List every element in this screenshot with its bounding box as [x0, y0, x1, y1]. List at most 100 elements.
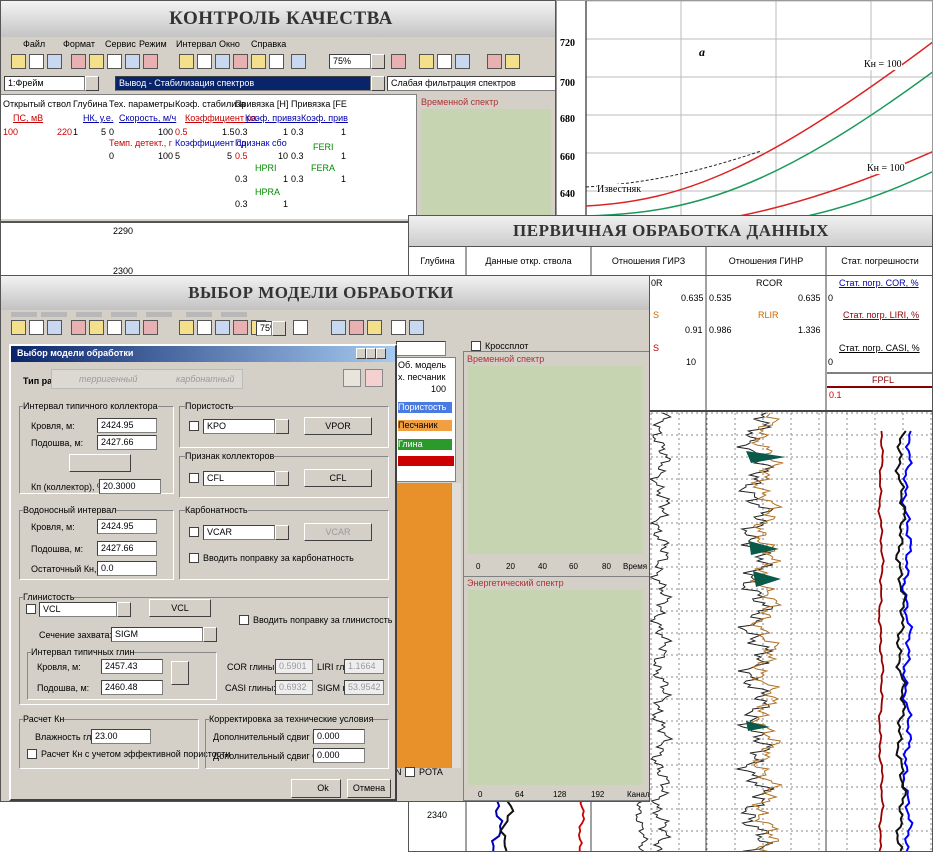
combo-box[interactable]: VCL: [39, 602, 117, 617]
input-field[interactable]: 0.5901: [275, 659, 313, 674]
input-field[interactable]: Об. модель: [396, 341, 446, 356]
field-label: Дополнительный сдвиг CASI:: [213, 751, 336, 761]
checkbox-label[interactable]: Кроссплот: [485, 341, 529, 351]
group-title: Водоносный интервал: [23, 505, 117, 516]
field-label: Дополнительный сдвиг LIRI:: [213, 732, 332, 742]
group-box: [179, 406, 389, 448]
group-title: Карбонатность: [185, 505, 248, 516]
menu-item[interactable]: Файл: [23, 39, 46, 49]
dialog-title: Выбор модели обработки: [17, 348, 134, 358]
combo-box[interactable]: 75%: [329, 54, 371, 69]
log-curve: [736, 412, 775, 851]
panel-title: Временной спектр: [421, 97, 499, 107]
table-cell: 1: [283, 174, 289, 184]
header-row: [409, 246, 932, 276]
combo-arrow: [203, 627, 217, 642]
checkbox-label[interactable]: Вводить поправку за карбонатность: [203, 553, 354, 563]
spectrum-plot: [468, 590, 643, 785]
combo-box[interactable]: 75%: [256, 321, 272, 336]
model-selection-window: ВЫБОР МОДЕЛИ ОБРАБОТКИ 75% Об. модель Кросс…: [0, 275, 650, 802]
input-field[interactable]: 20.3000: [99, 479, 161, 494]
combo-box[interactable]: Вывод - Стабилизация спектров: [115, 76, 371, 91]
toolbar-icon: [391, 54, 406, 69]
button[interactable]: Ok: [291, 779, 341, 798]
combo-box[interactable]: SIGM: [111, 627, 203, 642]
field-label: Влажность глин, %:: [35, 732, 117, 742]
button[interactable]: Отмена: [347, 779, 391, 798]
combo-box[interactable]: VCAR: [203, 525, 275, 540]
toolbar-icon: [293, 320, 308, 335]
menu-item[interactable]: Режим: [139, 39, 167, 49]
checkbox: [27, 749, 37, 759]
graphics: [585, 1, 932, 229]
input-field[interactable]: 0.6932: [275, 680, 313, 695]
group-title: Интервал типичных глин: [31, 647, 135, 658]
combo-box[interactable]: 1:Фрейм: [4, 76, 85, 91]
input-field[interactable]: 2427.66: [97, 541, 157, 556]
window-button: [376, 348, 386, 359]
menu-item: [11, 312, 37, 317]
input-field[interactable]: 53.9542: [344, 680, 384, 695]
toolbar-icon: [143, 54, 158, 69]
group-box: [19, 597, 389, 705]
combo-arrow: [371, 76, 385, 91]
combo-box[interactable]: KPO: [203, 419, 275, 434]
window-button: [366, 348, 376, 359]
graphics: [409, 246, 932, 851]
checkbox-label[interactable]: POTA: [419, 767, 443, 777]
input-field[interactable]: 2460.48: [101, 680, 163, 695]
input-field[interactable]: 0.0: [97, 561, 157, 576]
tool-button: [343, 369, 361, 387]
input-field[interactable]: 0.000: [313, 748, 365, 763]
toolbar-icon: [391, 320, 406, 335]
table-cell: RLIR: [758, 310, 779, 320]
table-cell: 0.3: [235, 199, 248, 209]
input-field[interactable]: 2427.66: [97, 435, 157, 450]
table-cell: HPRI: [255, 163, 277, 173]
radio-option[interactable]: терригенный: [79, 374, 138, 384]
input-field[interactable]: 23.00: [91, 729, 151, 744]
table-cell: 0: [828, 357, 834, 367]
group-title: Корректировка за технические условия: [209, 714, 374, 725]
menu-item: [221, 312, 247, 317]
checkbox-label[interactable]: Вводить поправку за глинистость: [253, 615, 393, 625]
table-cell: 0.91: [685, 325, 703, 335]
reference-chart: 720 700 680 660 640 а Кн = 100 Кн = 100 Известня…: [556, 0, 933, 230]
combo-box[interactable]: CFL: [203, 471, 275, 486]
list-item: Об. модель: [398, 360, 447, 370]
column-header: Привязка [FE: [291, 99, 347, 109]
group-title: Пористость: [185, 401, 234, 412]
input-field[interactable]: 2457.43: [101, 659, 163, 674]
table-cell: 5: [175, 151, 181, 161]
menu-item[interactable]: Сервис: [105, 39, 136, 49]
input-field[interactable]: 2424.95: [97, 418, 157, 433]
button[interactable]: VCAR: [304, 523, 372, 541]
toolbar-icon: [29, 54, 44, 69]
toolbar-icon: [233, 320, 248, 335]
log-curve: [499, 800, 515, 851]
input-field[interactable]: 0.000: [313, 729, 365, 744]
group-box: [179, 456, 389, 498]
input-field[interactable]: Слабая фильтрация спектров: [387, 76, 555, 91]
radio-option[interactable]: карбонатный: [176, 374, 235, 384]
x-tick-label: 80: [602, 562, 611, 571]
button[interactable]: CFL: [304, 469, 372, 487]
menu-item[interactable]: Справка: [251, 39, 287, 49]
menu-item[interactable]: Окно: [219, 39, 240, 49]
checkbox-label[interactable]: Расчет Кн с учетом эффективной пористост…: [41, 749, 231, 759]
button[interactable]: VPOR: [304, 417, 372, 435]
curve-label: Кн = 100: [864, 59, 902, 70]
input-field[interactable]: 1.1664: [344, 659, 384, 674]
input-field[interactable]: 2424.95: [97, 519, 157, 534]
table-cell: FERA: [311, 163, 336, 173]
menu-item[interactable]: Формат: [63, 39, 95, 49]
table-cell: RCOR: [756, 278, 783, 288]
table-cell: 0.3: [235, 127, 248, 137]
button[interactable]: VCL: [149, 599, 211, 617]
menu-item[interactable]: Интервал: [176, 39, 217, 49]
table-cell: 0.535: [709, 293, 732, 303]
log-curve: [877, 430, 885, 851]
radio-group: [51, 369, 243, 389]
field-label: Кровля, м:: [37, 662, 81, 672]
